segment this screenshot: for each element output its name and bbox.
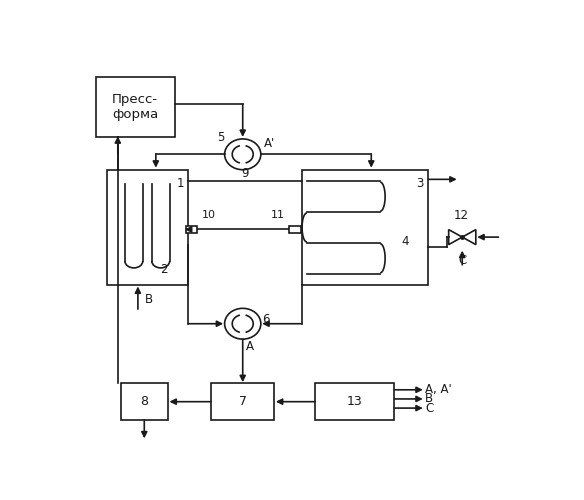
Bar: [107, 170, 189, 285]
Bar: [96, 78, 175, 137]
Text: B: B: [145, 294, 153, 306]
Bar: [120, 384, 168, 420]
Text: 8: 8: [140, 395, 148, 408]
Text: A: A: [245, 340, 253, 353]
Text: 2: 2: [160, 262, 168, 276]
Bar: [211, 384, 274, 420]
Bar: [301, 170, 428, 285]
Text: 9: 9: [241, 167, 249, 180]
Text: 13: 13: [347, 395, 363, 408]
Text: B: B: [425, 392, 433, 406]
Text: C: C: [425, 402, 433, 414]
Text: Пресс-
форма: Пресс- форма: [112, 93, 158, 121]
Text: 3: 3: [416, 176, 424, 190]
Text: C: C: [458, 254, 467, 268]
Bar: [289, 226, 301, 233]
Bar: [315, 384, 394, 420]
Text: A': A': [264, 137, 276, 150]
Text: 7: 7: [239, 395, 246, 408]
Text: 11: 11: [271, 210, 285, 220]
Text: 1: 1: [176, 176, 184, 190]
Text: 10: 10: [201, 210, 215, 220]
Text: A, A': A, A': [425, 384, 452, 396]
Bar: [186, 226, 197, 233]
Text: 12: 12: [454, 210, 469, 222]
Text: 6: 6: [263, 314, 270, 326]
Text: 5: 5: [217, 131, 225, 144]
Text: 4: 4: [402, 235, 409, 248]
